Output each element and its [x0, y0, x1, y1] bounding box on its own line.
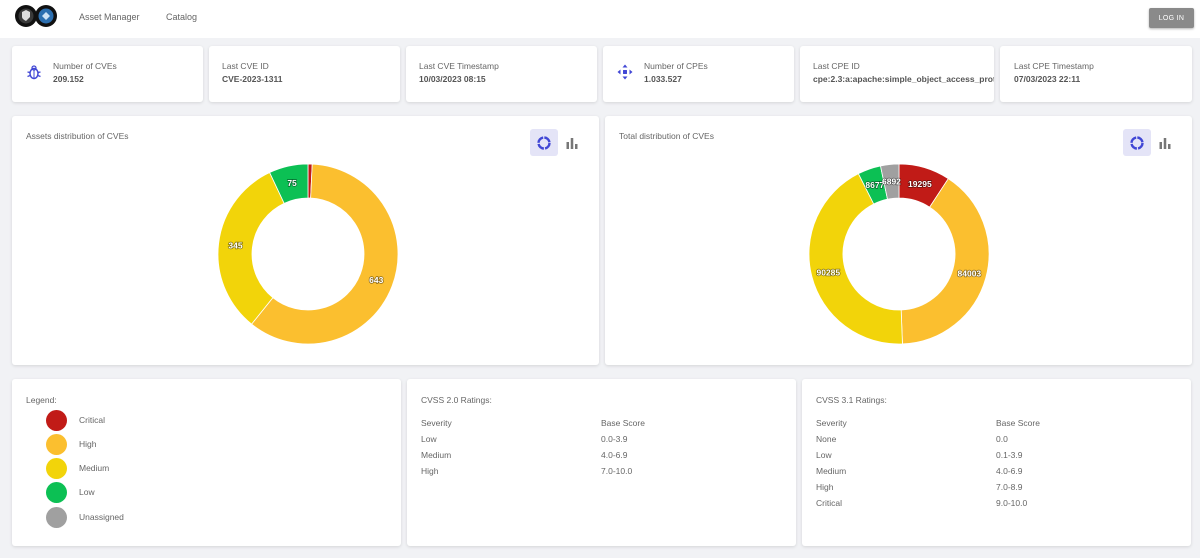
- login-button[interactable]: LOG IN: [1149, 8, 1194, 28]
- cvss2-score: 7.0-10.0: [601, 466, 633, 476]
- cvss3-severity: High: [816, 482, 834, 492]
- stat-value: cpe:2.3:a:apache:simple_object_access_pr…: [813, 74, 994, 84]
- stat-card-last-cve-timestamp: Last CVE Timestamp 10/03/2023 08:15: [406, 46, 597, 102]
- stat-value: 1.033.527: [644, 74, 682, 84]
- cvss3-score: 0.1-3.9: [996, 450, 1023, 460]
- cvss2-severity: High: [421, 466, 439, 476]
- slice-label-low: 75: [287, 178, 297, 188]
- cvss3-severity: Low: [816, 450, 832, 460]
- slice-low[interactable]: [269, 163, 309, 204]
- donut-chart-icon: [537, 135, 551, 150]
- cvss3-severity: Critical: [816, 498, 842, 508]
- chart-title: Assets distribution of CVEs: [26, 131, 129, 141]
- slice-label-critical: 19295: [908, 179, 932, 189]
- cvss3-score: 9.0-10.0: [996, 498, 1028, 508]
- app-logo[interactable]: [14, 4, 58, 28]
- cvss2-card: CVSS 2.0 Ratings: Severity Base Score Lo…: [407, 379, 796, 546]
- low-swatch: [46, 481, 67, 503]
- assets-distribution-card: Assets distribution of CVEs 643 345 75: [12, 116, 599, 365]
- cvss2-severity: Medium: [421, 450, 452, 460]
- unassigned-swatch: [46, 506, 67, 528]
- stat-label: Last CVE Timestamp: [419, 61, 499, 71]
- legend-title: Legend:: [26, 395, 57, 405]
- high-swatch: [46, 433, 67, 455]
- stat-card-last-cpe-id: Last CPE ID cpe:2.3:a:apache:simple_obje…: [800, 46, 994, 102]
- cvss2-score: 0.0-3.9: [601, 434, 628, 444]
- slice-high[interactable]: [251, 163, 399, 345]
- legend-label: Medium: [79, 463, 110, 473]
- nav-asset-manager[interactable]: Asset Manager: [79, 12, 140, 22]
- bar-view-toggle[interactable]: [1151, 129, 1179, 156]
- stat-value: CVE-2023-1311: [222, 74, 283, 84]
- assets-donut-chart: 643 345 75: [217, 163, 399, 345]
- stat-label: Number of CVEs: [53, 61, 117, 71]
- donut-view-toggle[interactable]: [1123, 129, 1151, 156]
- stat-label: Number of CPEs: [644, 61, 708, 71]
- stat-value: 209.152: [53, 74, 84, 84]
- slice-label-high: 84003: [958, 269, 982, 279]
- stat-value: 07/03/2023 22:11: [1014, 74, 1081, 84]
- legend-item-unassigned: Unassigned: [46, 506, 124, 528]
- slice-label-low: 8677: [865, 180, 884, 190]
- legend-item-low: Low: [46, 481, 95, 503]
- top-bar: Asset Manager Catalog LOG IN: [0, 0, 1200, 38]
- cvss2-title: CVSS 2.0 Ratings:: [421, 395, 492, 405]
- slice-label-high: 643: [369, 275, 383, 285]
- legend-label: Unassigned: [79, 512, 124, 522]
- stat-card-last-cpe-timestamp: Last CPE Timestamp 07/03/2023 22:11: [1000, 46, 1192, 102]
- stat-card-cve-count: Number of CVEs 209.152: [12, 46, 203, 102]
- slice-high[interactable]: [900, 178, 990, 345]
- donut-view-toggle[interactable]: [530, 129, 558, 156]
- cvss3-title: CVSS 3.1 Ratings:: [816, 395, 887, 405]
- cvss3-card: CVSS 3.1 Ratings: Severity Base Score No…: [802, 379, 1191, 546]
- medium-swatch: [46, 457, 67, 479]
- slice-medium[interactable]: [217, 172, 285, 325]
- cvss2-severity: Low: [421, 434, 437, 444]
- bar-view-toggle[interactable]: [558, 129, 586, 156]
- slice-unassigned[interactable]: [880, 163, 900, 200]
- donut-chart-icon: [1130, 135, 1144, 150]
- nav-catalog[interactable]: Catalog: [166, 12, 198, 22]
- cvss2-header-severity: Severity: [421, 418, 452, 428]
- cvss3-severity: None: [816, 434, 837, 444]
- bar-chart-icon: [1159, 137, 1171, 149]
- stat-card-cpe-count: Number of CPEs 1.033.527: [603, 46, 794, 102]
- stat-card-last-cve-id: Last CVE ID CVE-2023-1311: [209, 46, 400, 102]
- stat-label: Last CPE Timestamp: [1014, 61, 1094, 71]
- slice-label-medium: 345: [228, 240, 242, 250]
- cvss3-header-severity: Severity: [816, 418, 847, 428]
- legend-label: Low: [79, 487, 95, 497]
- total-distribution-card: Total distribution of CVEs 19295 84003 902…: [605, 116, 1192, 365]
- stat-label: Last CPE ID: [813, 61, 860, 71]
- chart-title: Total distribution of CVEs: [619, 131, 714, 141]
- cvss3-score: 0.0: [996, 434, 1008, 444]
- legend-item-critical: Critical: [46, 409, 105, 431]
- legend-label: High: [79, 439, 97, 449]
- legend-item-high: High: [46, 433, 96, 455]
- bug-icon: [27, 65, 41, 80]
- slice-label-medium: 90285: [817, 267, 841, 277]
- slice-label-unassigned: 6892: [882, 176, 901, 186]
- cvss2-score: 4.0-6.9: [601, 450, 628, 460]
- stat-label: Last CVE ID: [222, 61, 269, 71]
- cvss3-header-score: Base Score: [996, 418, 1040, 428]
- bar-chart-icon: [566, 137, 578, 149]
- cvss3-severity: Medium: [816, 466, 847, 476]
- cvss3-score: 4.0-6.9: [996, 466, 1023, 476]
- stat-value: 10/03/2023 08:15: [419, 74, 486, 84]
- critical-swatch: [46, 409, 67, 431]
- slice-medium[interactable]: [808, 173, 903, 345]
- cvss3-score: 7.0-8.9: [996, 482, 1023, 492]
- cvss2-header-score: Base Score: [601, 418, 645, 428]
- cpe-icon: [617, 64, 633, 80]
- legend-item-medium: Medium: [46, 457, 109, 479]
- legend-card: Legend: Critical High Medium Low Unassig…: [12, 379, 401, 546]
- legend-label: Critical: [79, 415, 105, 425]
